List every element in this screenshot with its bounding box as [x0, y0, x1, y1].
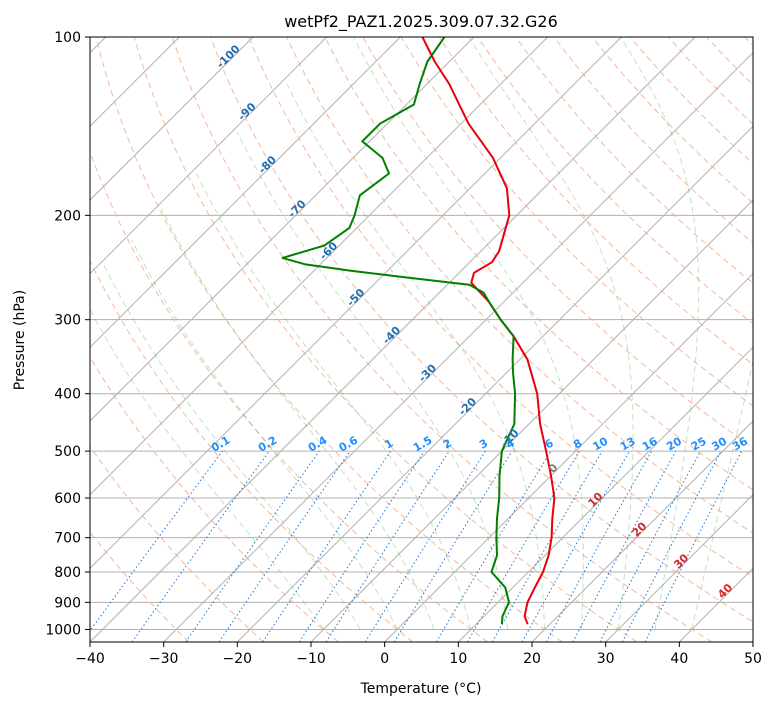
- dry-adiabat-line: [133, 37, 638, 642]
- isotherm-line: [90, 37, 622, 570]
- isotherm-line: [531, 420, 753, 642]
- moist-adiabat-line: [195, 173, 472, 630]
- isotherm-line: [384, 272, 753, 642]
- x-tick-label: −40: [75, 651, 105, 667]
- moist-adiabat-line: [691, 358, 753, 630]
- y-tick-label: 1000: [45, 622, 81, 638]
- dry-adiabat-line: [324, 37, 753, 491]
- y-tick-label: 200: [54, 208, 81, 224]
- moist-adiabat-line: [102, 262, 361, 630]
- moist-adiabat-line: [237, 132, 509, 630]
- x-tick-label: 50: [744, 651, 762, 667]
- dry-adiabat-line: [90, 356, 339, 642]
- isotherm-line: [605, 493, 753, 642]
- y-axis-title: Pressure (hPa): [12, 290, 28, 390]
- dry-adiabat-line: [248, 37, 753, 578]
- y-tick-label: 700: [54, 531, 81, 547]
- dewpoint-profile-line: [281, 37, 517, 625]
- moist-adiabat-line: [468, 37, 634, 630]
- isotherm-line: [90, 37, 696, 642]
- y-tick-label: 600: [54, 491, 81, 507]
- x-tick-label: 0: [380, 651, 389, 667]
- isotherm-line: [90, 37, 328, 275]
- isotherm-line: [90, 37, 549, 496]
- mixing-ratio-line: [185, 450, 320, 642]
- dry-adiabat-line: [515, 37, 753, 284]
- mixing-ratio-line: [572, 450, 677, 642]
- y-tick-label: 300: [54, 313, 81, 329]
- x-axis-title: Temperature (°C): [360, 681, 482, 697]
- moist-adiabat-line: [353, 37, 584, 630]
- x-tick-label: −30: [149, 651, 179, 667]
- isotherm-line: [457, 346, 753, 642]
- mixing-ratio-line: [393, 450, 513, 642]
- mixing-ratio-line: [545, 450, 653, 642]
- y-tick-label: 500: [54, 444, 81, 460]
- mixing-ratio-line: [262, 450, 392, 642]
- moist-adiabat-line: [161, 208, 435, 630]
- dry-adiabat-line: [286, 37, 753, 534]
- dry-adiabat-line: [90, 445, 264, 642]
- mixing-ratio-line: [521, 450, 630, 642]
- chart-title: wetPf2_PAZ1.2025.309.07.32.G26: [284, 12, 558, 32]
- x-tick-label: −20: [223, 651, 253, 667]
- mixing-ratio-line: [298, 450, 425, 642]
- dry-adiabat-line: [210, 37, 753, 623]
- isotherm-line: [90, 37, 254, 201]
- y-tick-label: 400: [54, 387, 81, 403]
- x-tick-label: −10: [296, 651, 326, 667]
- background-lines: [90, 37, 753, 642]
- mixing-ratio-line: [325, 450, 450, 642]
- y-tick-label: 800: [54, 565, 81, 581]
- plot-frame: [89, 36, 754, 643]
- dry-adiabat-line: [90, 259, 414, 642]
- mixing-ratio-line: [218, 450, 351, 642]
- temperature-profile-line: [421, 37, 556, 625]
- isotherm-line: [163, 51, 753, 642]
- x-tick-label: 30: [597, 651, 615, 667]
- isotherm-line: [236, 125, 753, 642]
- mixing-ratio-line: [644, 450, 743, 642]
- isotherm-line: [90, 37, 475, 422]
- x-tick-label: 40: [670, 651, 688, 667]
- profile-lines: [281, 37, 556, 625]
- y-tick-label: 900: [54, 595, 81, 611]
- mixing-ratio-line: [131, 450, 270, 642]
- x-tick-label: 20: [523, 651, 541, 667]
- dry-adiabat-line: [95, 37, 563, 642]
- mixing-ratio-line: [90, 450, 223, 632]
- y-tick-label: 100: [54, 30, 81, 46]
- x-tick-label: 10: [449, 651, 467, 667]
- axes: −40 −30 −20 −10 0 10 20 30 40 50 100 200 300 400 500 60…: [45, 30, 762, 667]
- moist-adiabat-line: [90, 308, 324, 630]
- dry-adiabat-line: [171, 37, 712, 642]
- moist-adiabat-line: [620, 37, 700, 630]
- moist-adiabat-line: [286, 83, 546, 630]
- isotherm-line: [90, 37, 401, 349]
